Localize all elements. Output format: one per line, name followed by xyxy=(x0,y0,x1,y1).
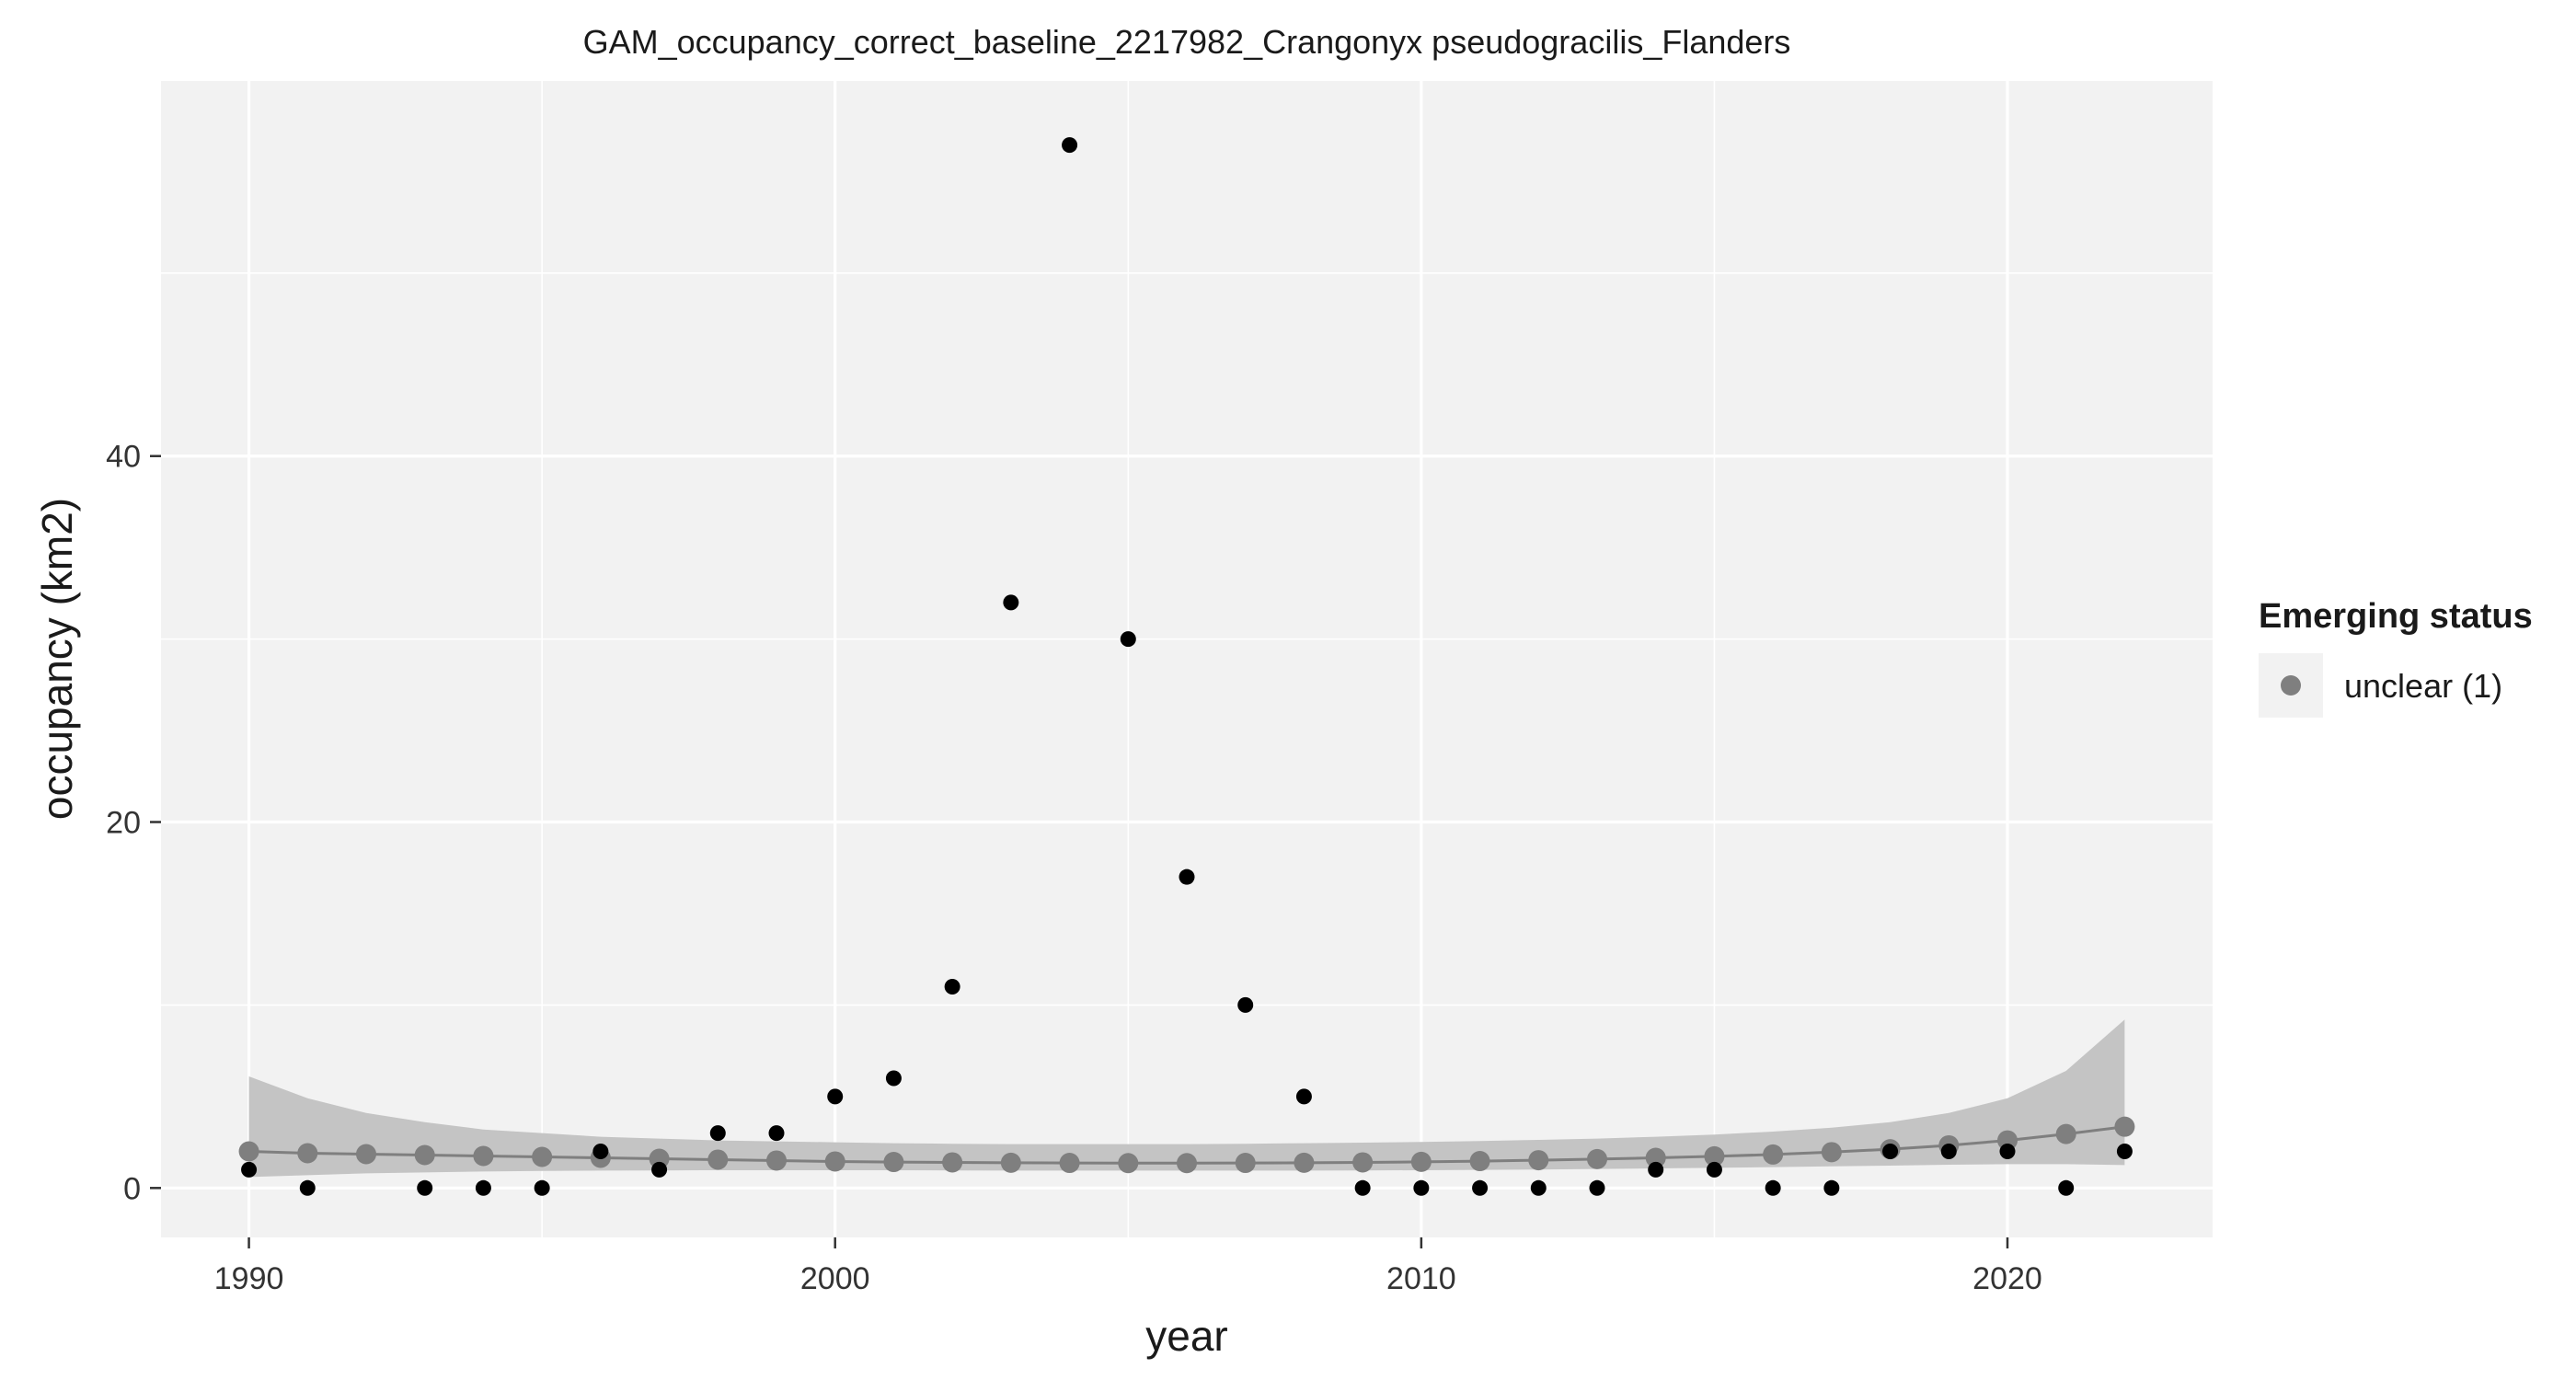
legend-title: Emerging status xyxy=(2259,597,2533,636)
fitted-point xyxy=(1059,1153,1080,1174)
fitted-point xyxy=(238,1141,259,1162)
fitted-point xyxy=(1821,1142,1842,1163)
observed-point xyxy=(709,1125,726,1142)
observed-point xyxy=(2116,1144,2133,1160)
fitted-point xyxy=(707,1149,729,1170)
y-axis-title: occupancy (km2) xyxy=(33,498,81,820)
legend-key-dot xyxy=(2281,675,2301,696)
observed-point xyxy=(2058,1179,2075,1196)
observed-point xyxy=(827,1088,844,1105)
y-tick-label: 0 xyxy=(123,1171,141,1206)
fitted-point xyxy=(883,1152,904,1173)
observed-point xyxy=(1882,1144,1899,1160)
confidence-band xyxy=(248,1019,2125,1178)
x-axis-title: year xyxy=(1145,1312,1227,1360)
observed-point xyxy=(1413,1179,1430,1196)
fitted-point xyxy=(1118,1153,1139,1174)
observed-point xyxy=(1999,1144,2016,1160)
fitted-point xyxy=(297,1143,318,1164)
fitted-point xyxy=(1000,1152,1021,1173)
x-tick-label: 2000 xyxy=(800,1261,870,1296)
observed-point xyxy=(1354,1179,1371,1196)
observed-series xyxy=(241,137,2133,1196)
observed-point xyxy=(1179,868,1195,885)
observed-point xyxy=(299,1179,316,1196)
grid-minor xyxy=(161,81,2213,1237)
observed-point xyxy=(1589,1179,1605,1196)
observed-point xyxy=(1237,996,1254,1013)
plot-panel xyxy=(161,81,2213,1237)
fitted-point xyxy=(532,1146,553,1167)
x-axis: 1990 2000 2010 2020 xyxy=(214,1237,2042,1296)
fitted-point xyxy=(2055,1123,2076,1144)
y-tick-label: 20 xyxy=(106,806,141,841)
y-tick-label: 40 xyxy=(106,440,141,475)
observed-point xyxy=(592,1144,609,1160)
observed-point xyxy=(1706,1161,1722,1178)
legend: Emerging status unclear (1) xyxy=(2259,597,2533,718)
observed-point xyxy=(417,1179,433,1196)
observed-point xyxy=(1062,137,1078,154)
fitted-point xyxy=(1294,1152,1315,1173)
grid-major xyxy=(161,81,2213,1237)
fitted-point xyxy=(414,1144,435,1166)
fitted-point xyxy=(1704,1145,1725,1167)
fitted-point xyxy=(1528,1150,1549,1171)
y-axis: 0 20 40 xyxy=(106,440,161,1206)
observed-point xyxy=(1823,1179,1840,1196)
observed-point xyxy=(1940,1144,1957,1160)
fitted-point xyxy=(1469,1151,1490,1172)
observed-point xyxy=(944,979,960,995)
fitted-point xyxy=(356,1144,376,1165)
observed-point xyxy=(885,1070,902,1087)
observed-point xyxy=(1648,1161,1664,1178)
observed-point xyxy=(1120,631,1136,648)
fitted-point xyxy=(1645,1147,1666,1168)
legend-label-unclear: unclear (1) xyxy=(2344,667,2502,705)
observed-point xyxy=(768,1125,785,1142)
x-tick-label: 2010 xyxy=(1386,1261,1456,1296)
observed-point xyxy=(1003,594,1019,611)
observed-point xyxy=(241,1161,258,1178)
fitted-point xyxy=(1352,1152,1374,1173)
fitted-point xyxy=(2114,1116,2135,1137)
fitted-point xyxy=(824,1151,845,1172)
fitted-point xyxy=(1587,1148,1607,1169)
fitted-point xyxy=(942,1152,963,1173)
observed-point xyxy=(1765,1179,1781,1196)
fitted-point xyxy=(1763,1144,1784,1165)
fitted-point xyxy=(1235,1153,1256,1174)
x-tick-label: 2020 xyxy=(1972,1261,2042,1296)
observed-point xyxy=(1530,1179,1547,1196)
observed-point xyxy=(651,1161,668,1178)
observed-point xyxy=(1295,1088,1312,1105)
fitted-point xyxy=(1410,1151,1432,1172)
confidence-ribbon xyxy=(248,1019,2125,1178)
fitted-point xyxy=(473,1145,494,1167)
observed-point xyxy=(475,1179,491,1196)
observed-point xyxy=(1472,1179,1489,1196)
fitted-point xyxy=(766,1150,787,1171)
observed-point xyxy=(534,1179,550,1196)
x-tick-label: 1990 xyxy=(214,1261,284,1296)
fitted-point xyxy=(1177,1153,1197,1174)
chart-title: GAM_occupancy_correct_baseline_2217982_C… xyxy=(583,23,1791,61)
